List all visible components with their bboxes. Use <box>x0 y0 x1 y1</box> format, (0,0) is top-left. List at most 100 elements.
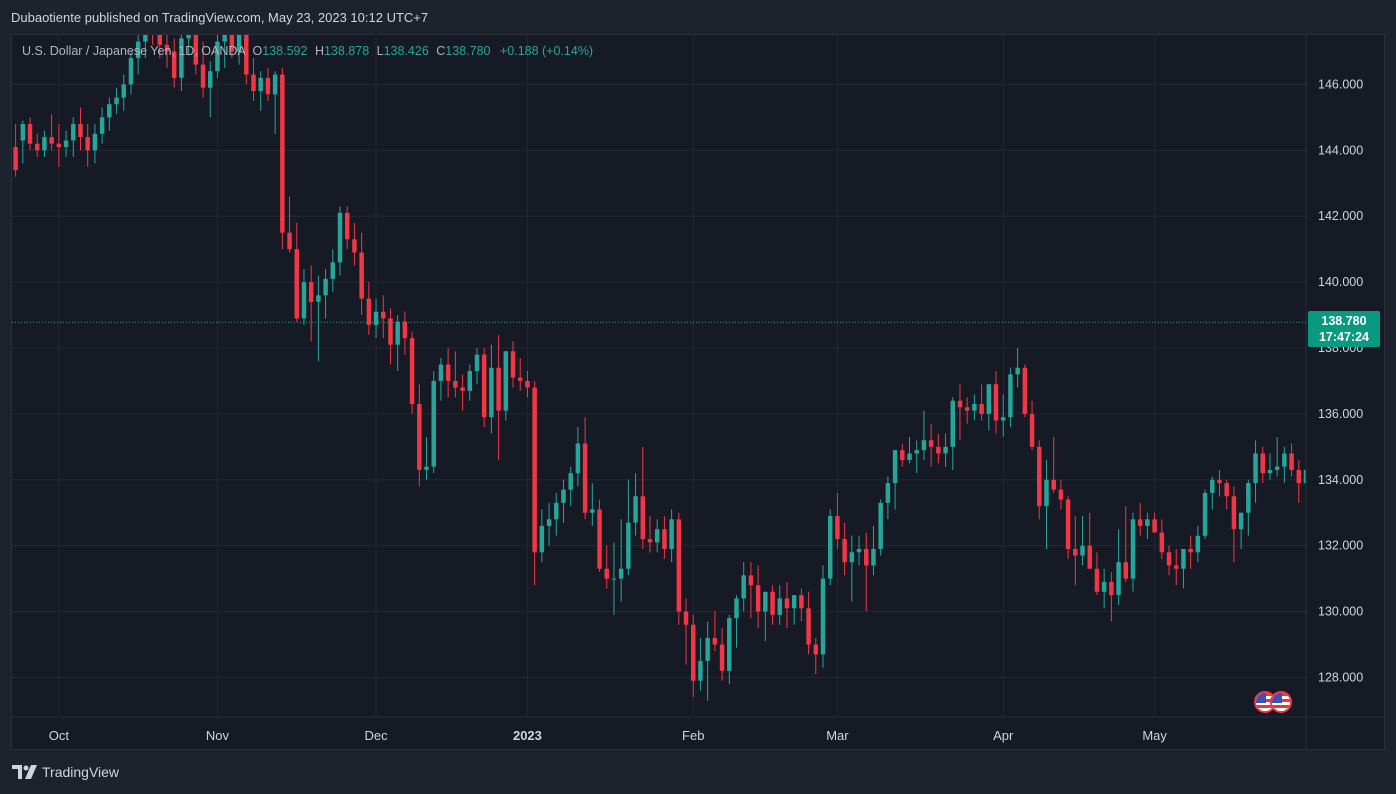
candle <box>763 591 768 642</box>
candle <box>1210 476 1215 510</box>
candle-body <box>107 104 112 118</box>
candle <box>78 107 83 151</box>
candle-body <box>1094 568 1100 592</box>
candle-body <box>914 450 919 454</box>
candle <box>943 433 948 467</box>
candle-body <box>496 367 501 411</box>
candle-body <box>791 595 797 609</box>
candle-body <box>42 137 47 151</box>
candle-body <box>597 509 602 569</box>
candle-body <box>1022 367 1028 414</box>
candle <box>1267 453 1273 480</box>
candle <box>34 133 40 157</box>
candle <box>1073 516 1078 586</box>
candle <box>308 265 314 342</box>
candle-body <box>611 578 617 580</box>
candlestick-chart[interactable]: 128.000130.000132.000134.000136.000138.0… <box>0 0 1396 760</box>
candle <box>445 347 451 398</box>
candle <box>489 344 494 434</box>
candle <box>171 38 177 88</box>
candle-body <box>907 453 912 461</box>
candle <box>590 483 595 526</box>
candle-body <box>1137 519 1143 526</box>
candle-body <box>460 387 465 391</box>
x-tick-label: Apr <box>993 728 1014 743</box>
candle-body <box>294 249 299 319</box>
candle-body <box>308 282 314 302</box>
candle <box>719 628 725 681</box>
candle <box>734 595 739 648</box>
candle <box>1369 434 1373 474</box>
candle <box>474 347 480 385</box>
low-value: 138.426 <box>383 44 429 58</box>
candle-body <box>1159 532 1165 553</box>
candle-body <box>330 262 336 279</box>
tradingview-logo[interactable]: TradingView <box>12 764 119 780</box>
symbol-name[interactable]: U.S. Dollar / Japanese Yen, 1D, OANDA <box>22 44 246 58</box>
candle <box>892 450 898 510</box>
candle-body <box>34 143 40 151</box>
candle <box>1137 502 1143 536</box>
candle-body <box>755 585 761 612</box>
candle-body <box>1065 499 1071 549</box>
candle-body <box>27 123 33 144</box>
candle-body <box>1145 519 1150 526</box>
candle <box>517 357 523 391</box>
candle-body <box>1101 581 1107 592</box>
candle-body <box>561 489 566 503</box>
candle-body <box>337 212 343 263</box>
candle <box>806 591 811 655</box>
candle <box>683 598 689 665</box>
candle-body <box>1123 562 1129 579</box>
candle-body <box>748 575 754 586</box>
candle <box>856 535 862 566</box>
candle <box>1051 436 1056 493</box>
y-tick-label: 128.000 <box>1318 670 1363 684</box>
candle-body <box>157 35 163 45</box>
candle-body <box>1130 519 1136 579</box>
candle <box>539 509 545 563</box>
candle <box>546 502 552 546</box>
chart-frame[interactable] <box>11 34 1385 750</box>
candle <box>1109 572 1114 622</box>
candle <box>200 41 206 98</box>
candle <box>1000 394 1006 437</box>
candle <box>1260 446 1265 484</box>
candle <box>604 545 609 589</box>
candle-body <box>272 74 278 95</box>
candle <box>186 35 191 55</box>
candle-body <box>1015 367 1020 375</box>
candle <box>294 222 299 322</box>
y-tick-label: 140.000 <box>1318 275 1363 289</box>
candle-body <box>734 598 739 619</box>
us-flag-icon[interactable] <box>1270 691 1292 713</box>
candle-body <box>820 578 826 655</box>
candle <box>1101 568 1107 609</box>
candle-body <box>1087 545 1092 569</box>
candle-body <box>1116 562 1121 596</box>
candle <box>236 35 242 65</box>
candle-body <box>150 32 154 35</box>
candle <box>460 374 465 411</box>
candle-body <box>445 364 451 381</box>
candle-body <box>366 298 372 325</box>
current-price-tag: 138.780 17:47:24 <box>1308 311 1380 347</box>
candle-body <box>964 407 970 411</box>
candle <box>611 542 617 615</box>
candle-body <box>1202 492 1208 536</box>
candle <box>244 35 249 85</box>
candle <box>532 380 537 586</box>
candle <box>1037 440 1042 520</box>
candle <box>496 334 501 461</box>
candle-body <box>885 483 891 503</box>
candle-body <box>532 387 537 553</box>
x-tick-label: Oct <box>49 728 70 743</box>
candle <box>1116 529 1121 605</box>
economic-events[interactable] <box>1254 691 1300 715</box>
candle <box>49 114 54 151</box>
candle-body <box>1109 581 1114 596</box>
candle <box>143 35 148 59</box>
candle <box>251 58 256 101</box>
candle-body <box>244 35 249 75</box>
candle <box>907 436 912 464</box>
